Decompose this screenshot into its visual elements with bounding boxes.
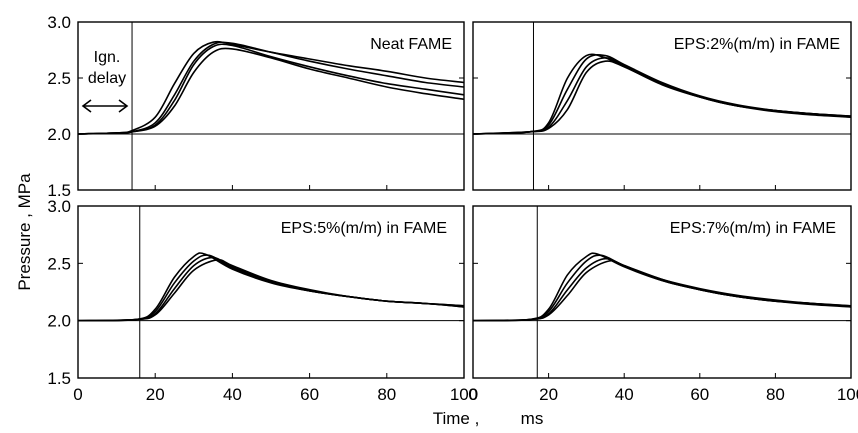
y-tick-label: 2.0 [47, 312, 71, 331]
y-axis-label: Pressure , MPa [15, 173, 34, 291]
panel-title: Neat FAME [370, 36, 452, 53]
y-tick-label: 3.0 [47, 13, 71, 32]
x-tick-label: 60 [300, 385, 319, 404]
pressure-curve-1 [472, 252, 852, 322]
pressure-curve-4 [472, 259, 852, 322]
panel-1: 1.5 2.0 2.5 3.0 Neat FAME [47, 13, 465, 200]
x-axis-label: Time , [433, 409, 480, 428]
x-tick-label: 100 [837, 385, 858, 404]
y-tick-label: 2.0 [47, 125, 71, 144]
x-tick-label: 20 [146, 385, 165, 404]
x-tick-label: 20 [539, 385, 558, 404]
arrow-left-head [81, 99, 92, 113]
ign-label: Ign. [94, 49, 121, 66]
x-axis-unit: ms [521, 409, 544, 428]
panel-title: EPS:7%(m/m) in FAME [670, 220, 836, 237]
x-tick-label: 60 [690, 385, 709, 404]
x-tick-label: 0 [468, 385, 477, 404]
pressure-curve-3 [472, 56, 852, 135]
pressure-curve-4 [77, 47, 465, 135]
y-tick-label: 2.5 [47, 69, 71, 88]
pressure-curve-1 [77, 252, 465, 322]
panel-2: EPS:2%(m/m) in FAME [472, 21, 852, 191]
x-tick-label: 100 [450, 385, 478, 404]
pressure-curve-2 [472, 54, 852, 135]
ignition-delay-annotation: Ign. delay [81, 49, 129, 113]
pressure-curve-4 [472, 60, 852, 135]
panel-3: 1.5 2.0 2.5 3.0 0 20 40 60 80 100 EPS:5%(m/m) in F… [47, 197, 478, 404]
plot-frame [472, 205, 852, 379]
panel-title: EPS:2%(m/m) in FAME [674, 36, 840, 53]
pressure-curve-4 [77, 258, 465, 322]
y-tick-label: 3.0 [47, 197, 71, 216]
x-tick-label: 0 [73, 385, 82, 404]
x-tick-label: 80 [766, 385, 785, 404]
x-tick-label: 40 [223, 385, 242, 404]
panels: 1.5 2.0 2.5 3.0 Neat FAME EPS:2%(m/m) in FAME… [47, 13, 858, 404]
pressure-curve-2 [77, 254, 465, 322]
delay-label: delay [88, 70, 126, 87]
pressure-curve-3 [472, 257, 852, 322]
y-tick-label: 1.5 [47, 369, 71, 388]
y-tick-label: 2.5 [47, 254, 71, 273]
plot-frame [472, 21, 852, 191]
pressure-curve-1 [472, 53, 852, 135]
arrow-right-head [118, 99, 129, 113]
plot-frame [77, 21, 465, 191]
pressure-curve-2 [472, 254, 852, 322]
x-tick-label: 40 [615, 385, 634, 404]
plot-frame [77, 205, 465, 379]
panel-4: 0 20 40 60 80 100 EPS:7%(m/m) in FAME [468, 205, 858, 404]
pressure-curve-3 [77, 256, 465, 322]
panel-title: EPS:5%(m/m) in FAME [281, 220, 447, 237]
pressure-curve-1 [77, 40, 465, 135]
x-tick-label: 80 [377, 385, 396, 404]
y-tick-label: 1.5 [47, 181, 71, 200]
